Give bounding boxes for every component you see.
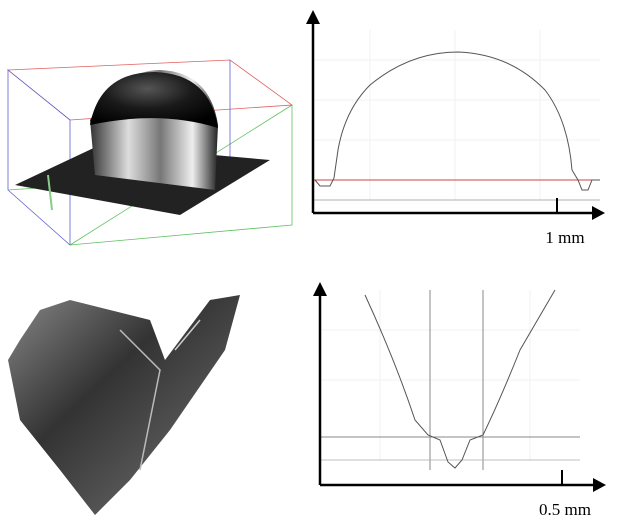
figure: 1 mm 0.5 mm (0, 0, 617, 522)
scale-bar-label: 0.5 mm (539, 500, 591, 519)
groove-render (8, 295, 240, 515)
profile-plot-2: 0.5 mm (313, 282, 606, 519)
scale-bar-label: 1 mm (545, 228, 584, 247)
dome-render (8, 60, 292, 245)
page: 1 mm 0.5 mm (() => { const data = JSON.p… (0, 0, 617, 522)
profile-plot-1: 1 mm (306, 10, 605, 247)
